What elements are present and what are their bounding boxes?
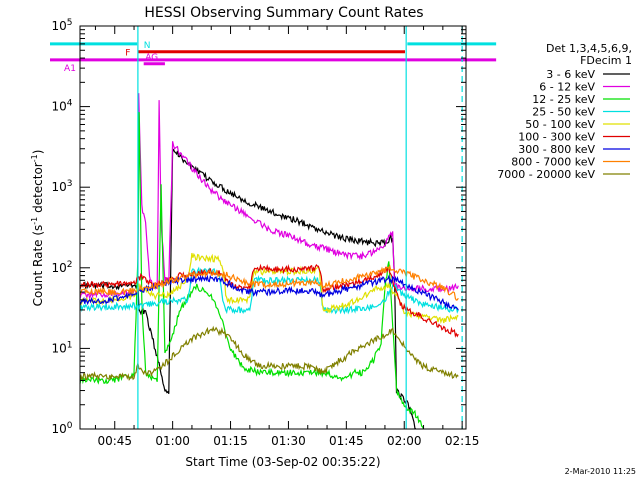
y-tick-label-4: 104 xyxy=(51,99,72,114)
x-tick-label-3: 01:30 xyxy=(271,434,306,448)
legend-label-3: 25 - 50 keV xyxy=(532,106,595,119)
legend-label-8: 7000 - 20000 keV xyxy=(497,168,595,181)
legend-label-2: 12 - 25 keV xyxy=(532,93,595,106)
series-line-6 xyxy=(79,274,459,311)
x-axis-label: Start Time (03-Sep-02 00:35:22) xyxy=(185,455,380,469)
y-axis-label: Count Rate (s-1 detector-1) xyxy=(30,150,45,307)
footer-date: 2-Mar-2010 11:25 xyxy=(565,467,636,476)
x-axis: 00:45 01:00 01:15 01:30 01:45 02:00 02:15 xyxy=(94,26,480,448)
legend-label-7: 800 - 7000 keV xyxy=(511,156,595,169)
series-line-3 xyxy=(79,266,459,315)
y-tick-label-1: 101 xyxy=(51,340,72,355)
flag-label-A1: A1 xyxy=(64,64,76,74)
y-tick-label-2: 102 xyxy=(51,260,72,275)
y-tick-label-5: 105 xyxy=(51,18,72,33)
legend-label-4: 50 - 100 keV xyxy=(525,118,595,131)
legend-header-line-2: FDecim 1 xyxy=(580,54,632,67)
series-line-5 xyxy=(79,263,459,338)
chart-title: HESSI Observing Summary Count Rates xyxy=(144,5,423,21)
legend-label-0: 3 - 6 keV xyxy=(546,68,595,81)
time-markers xyxy=(137,26,463,429)
x-tick-label-4: 01:45 xyxy=(329,434,364,448)
x-tick-label-1: 01:00 xyxy=(155,434,190,448)
legend-label-6: 300 - 800 keV xyxy=(518,143,595,156)
x-tick-label-5: 02:00 xyxy=(387,434,422,448)
y-tick-label-0: 100 xyxy=(51,421,72,436)
series-lines xyxy=(79,93,459,430)
series-line-0 xyxy=(79,148,417,430)
legend-label-1: 6 - 12 keV xyxy=(539,81,595,94)
flag-label-F: F xyxy=(125,49,130,59)
legend-label-5: 100 - 300 keV xyxy=(518,131,595,144)
plot-frame xyxy=(79,25,467,430)
series-line-8 xyxy=(79,325,459,382)
x-tick-label-6: 02:15 xyxy=(445,434,480,448)
y-tick-label-3: 103 xyxy=(51,179,72,194)
x-tick-label-0: 00:45 xyxy=(97,434,132,448)
flag-label-N: N xyxy=(144,41,151,51)
flag-label-AG: AG xyxy=(145,53,158,63)
series-line-7 xyxy=(79,264,459,301)
x-tick-label-2: 01:15 xyxy=(213,434,248,448)
legend-header-line-1: Det 1,3,4,5,6,9, xyxy=(546,42,632,55)
flag-bars: N F AG A1 xyxy=(50,41,497,74)
y-axis: 100 101 102 103 104 105 xyxy=(51,18,466,436)
